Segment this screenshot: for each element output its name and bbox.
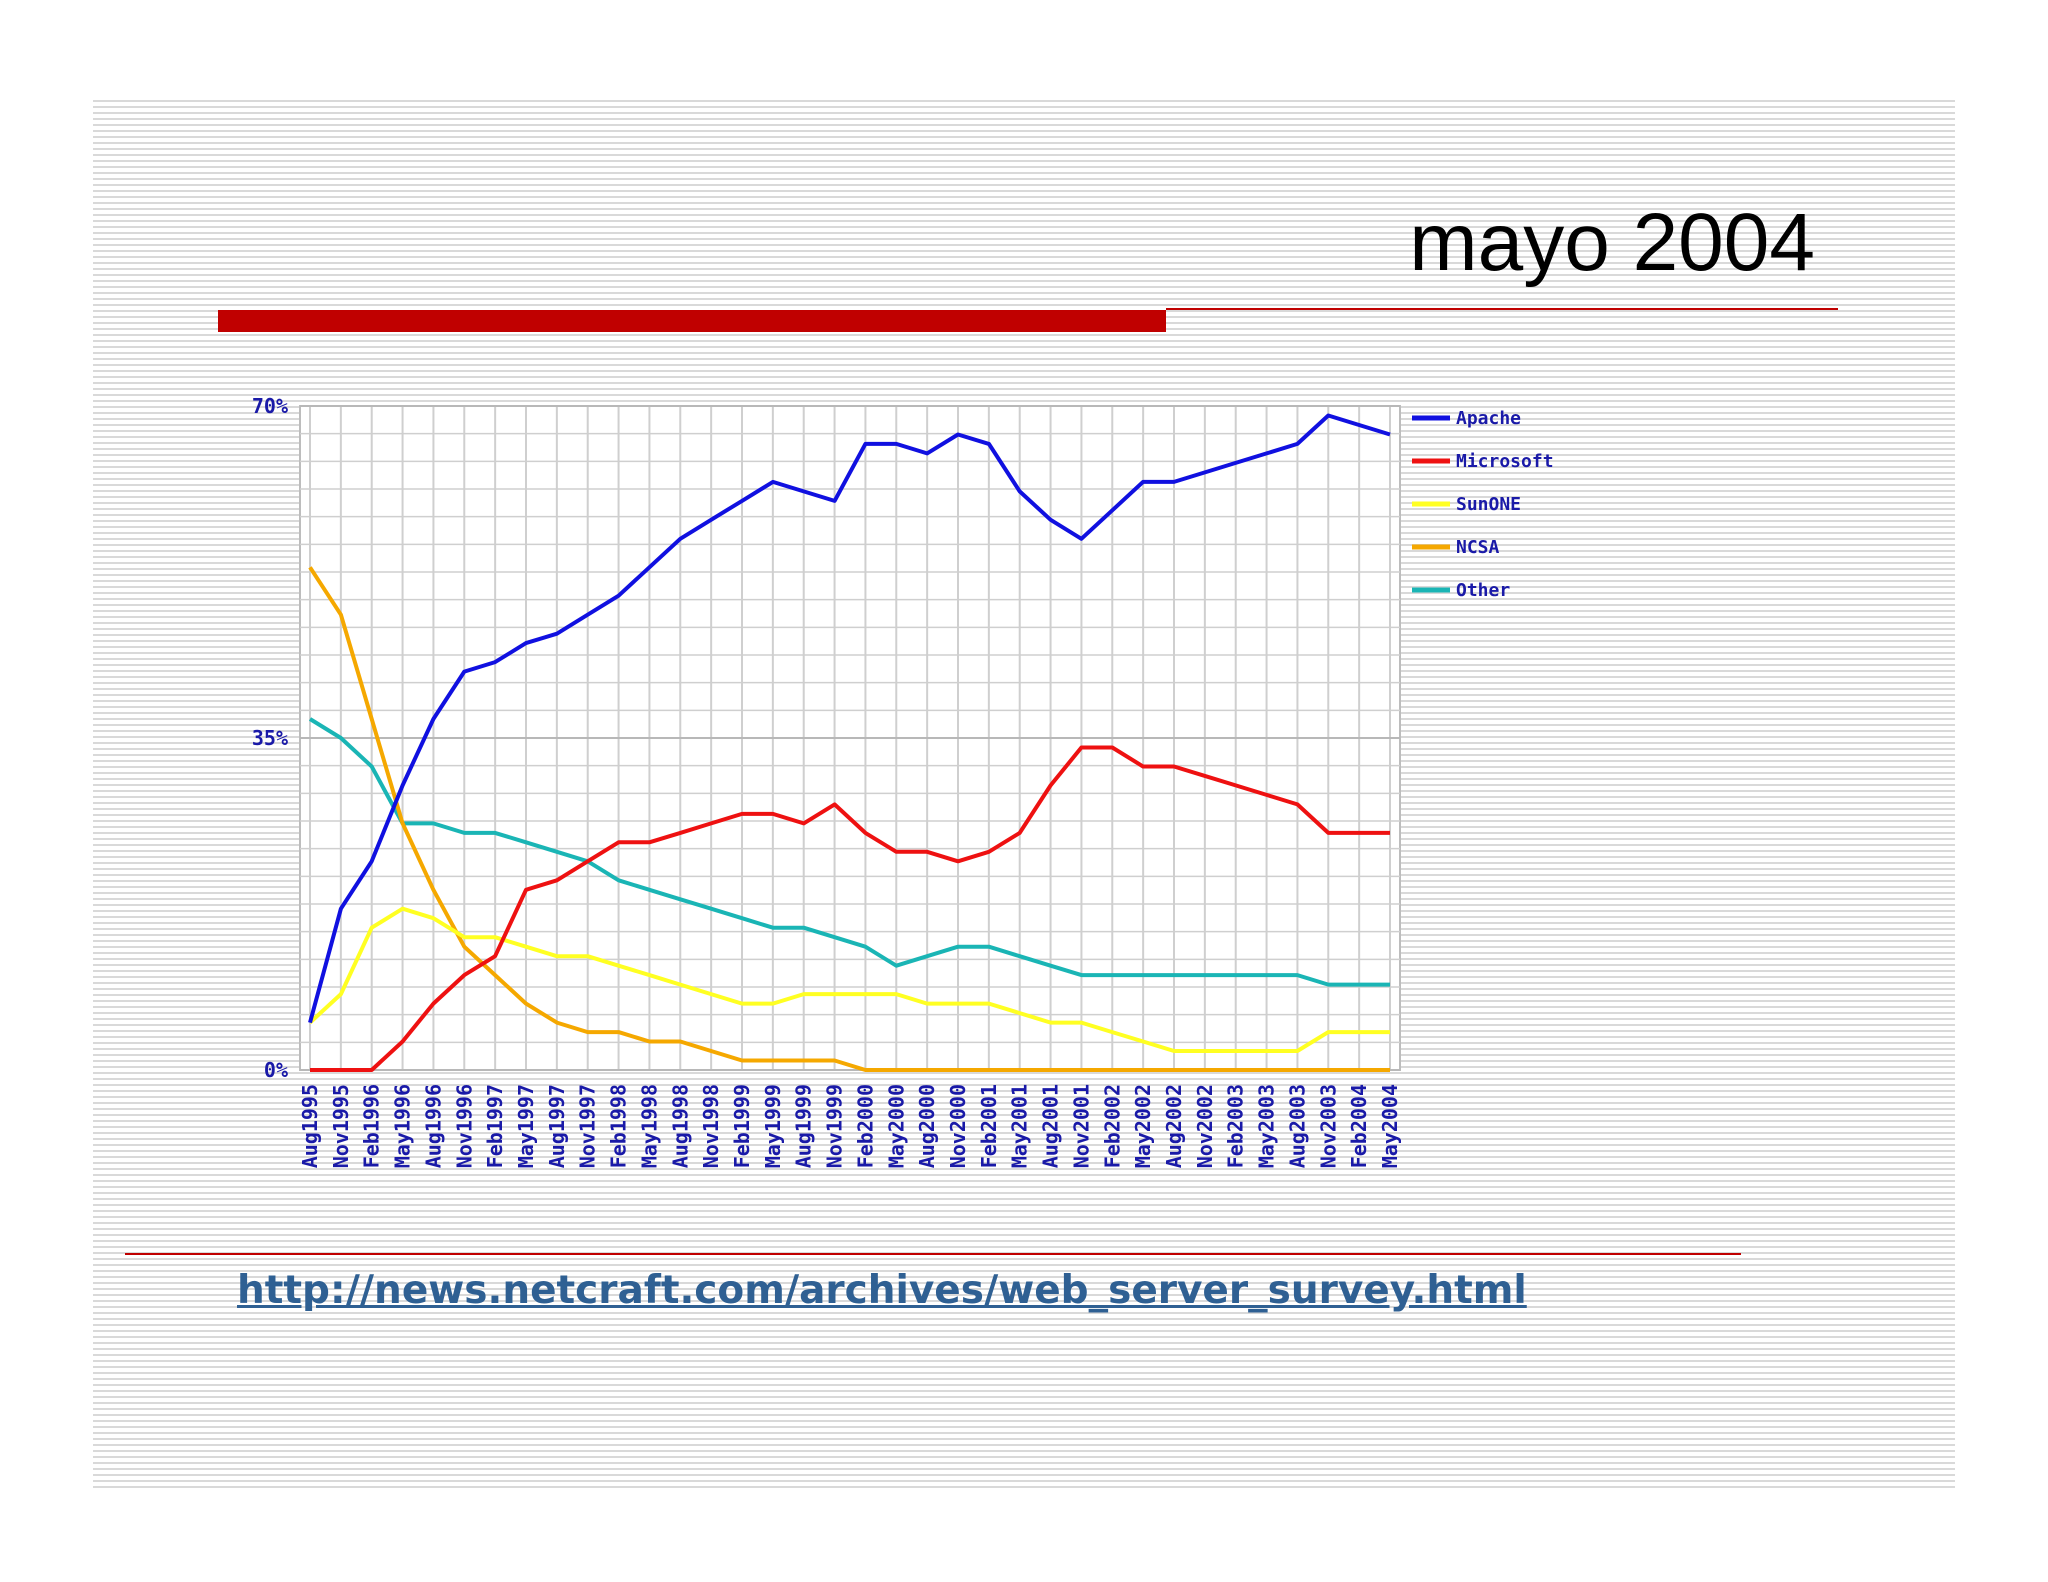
x-tick-label: Feb1996 xyxy=(360,1084,384,1168)
x-tick-label: May2001 xyxy=(1008,1084,1032,1168)
x-tick-label: May2003 xyxy=(1255,1084,1279,1168)
legend-label-microsoft: Microsoft xyxy=(1456,451,1554,472)
legend-label-other: Other xyxy=(1456,580,1510,601)
x-tick-label: Nov1999 xyxy=(823,1084,847,1168)
title-underline-thick xyxy=(218,310,1166,332)
y-tick-label: 35% xyxy=(252,726,288,750)
x-tick-label: Aug2001 xyxy=(1039,1084,1063,1168)
x-tick-label: May2002 xyxy=(1131,1084,1155,1168)
title-underline-thin xyxy=(1166,308,1838,310)
bottom-divider xyxy=(125,1253,1741,1255)
x-tick-label: May1997 xyxy=(514,1084,538,1168)
series-line-other xyxy=(308,717,1390,987)
x-tick-label: Feb2004 xyxy=(1347,1084,1371,1168)
x-tick-label: Aug1995 xyxy=(298,1084,322,1168)
x-tick-label: Nov1997 xyxy=(576,1084,600,1168)
series-line-apache xyxy=(308,413,1391,1024)
x-tick-label: Feb2002 xyxy=(1100,1084,1124,1168)
legend-label-apache: Apache xyxy=(1456,408,1521,429)
slide-title: mayo 2004 xyxy=(1409,197,1815,288)
x-tick-label: Nov1995 xyxy=(329,1084,353,1168)
x-tick-label: Feb1999 xyxy=(730,1084,754,1168)
series-line-microsoft xyxy=(310,745,1390,1072)
x-tick-label: Feb2001 xyxy=(977,1084,1001,1168)
x-tick-label: May1996 xyxy=(391,1084,415,1168)
x-tick-label: Nov2000 xyxy=(946,1084,970,1168)
x-tick-label: Nov2001 xyxy=(1069,1084,1093,1168)
x-tick-label: Aug1996 xyxy=(421,1084,445,1168)
x-tick-label: Feb1998 xyxy=(607,1084,631,1168)
chart-container: 0% 35% 70% Aug1995 Nov1995 Feb1996 May1996 Aug1… xyxy=(218,380,1600,1200)
series-line-sunone xyxy=(308,906,1390,1053)
x-tick-label: May1999 xyxy=(761,1084,785,1168)
x-tick-label: Feb2003 xyxy=(1224,1084,1248,1168)
x-tick-label: Nov2003 xyxy=(1316,1084,1340,1168)
x-tick-label: May2000 xyxy=(884,1084,908,1168)
x-tick-label: May1998 xyxy=(637,1084,661,1168)
x-tick-label: Aug2003 xyxy=(1285,1084,1309,1168)
x-tick-label: Nov1998 xyxy=(699,1084,723,1168)
x-tick-label: Nov1996 xyxy=(452,1084,476,1168)
x-tick-label: Feb2000 xyxy=(853,1084,877,1168)
x-tick-label: Aug1998 xyxy=(668,1084,692,1168)
y-tick-label: 70% xyxy=(252,394,288,418)
source-link[interactable]: http://news.netcraft.com/archives/web_se… xyxy=(237,1268,1527,1313)
x-tick-label: May2004 xyxy=(1378,1084,1402,1168)
x-tick-label: Aug1999 xyxy=(792,1084,816,1168)
x-tick-label: Feb1997 xyxy=(483,1084,507,1168)
x-tick-label: Aug2002 xyxy=(1162,1084,1186,1168)
x-tick-label: Nov2002 xyxy=(1193,1084,1217,1168)
legend-label-sunone: SunONE xyxy=(1456,494,1521,515)
x-tick-label: Aug1997 xyxy=(545,1084,569,1168)
market-share-chart: 0%35%70%Aug1995 Nov1995 Feb1996 May1996 Aug1… xyxy=(252,394,1554,1168)
x-tick-label: Aug2000 xyxy=(915,1084,939,1168)
legend-label-ncsa: NCSA xyxy=(1456,537,1500,558)
y-tick-label: 0% xyxy=(264,1058,288,1082)
series-line-ncsa xyxy=(308,566,1390,1072)
